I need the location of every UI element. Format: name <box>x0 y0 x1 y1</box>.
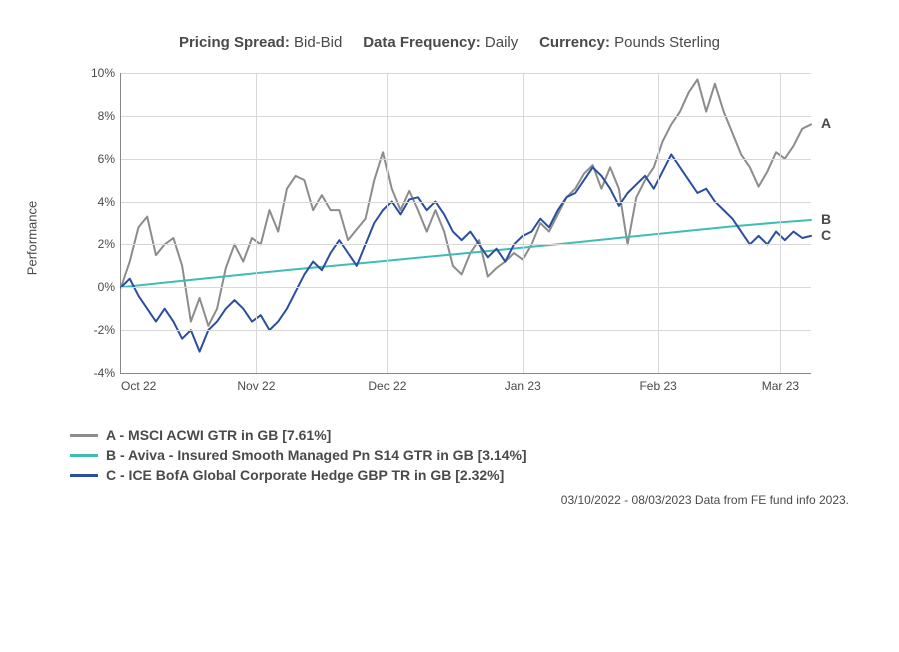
chart-zone: Performance -4%-2%0%2%4%6%8%10%Oct 22Nov… <box>40 63 860 413</box>
currency-label: Currency: <box>539 34 610 51</box>
gridline-horizontal <box>121 159 811 160</box>
gridline-horizontal <box>121 202 811 203</box>
x-tick-label: Jan 23 <box>505 379 541 393</box>
legend-swatch <box>70 434 98 437</box>
y-tick-label: -2% <box>94 323 115 337</box>
y-tick-label: 0% <box>98 280 115 294</box>
x-tick-label: Nov 22 <box>237 379 275 393</box>
series-lines <box>121 73 811 373</box>
currency-value: Pounds Sterling <box>614 34 720 51</box>
legend-swatch <box>70 474 98 477</box>
gridline-vertical <box>523 73 524 373</box>
legend-text: A - MSCI ACWI GTR in GB [7.61%] <box>106 427 331 443</box>
data-frequency-value: Daily <box>485 34 518 51</box>
x-tick-label: Dec 22 <box>368 379 406 393</box>
pricing-spread-label: Pricing Spread: <box>179 34 290 51</box>
y-tick-label: -4% <box>94 366 115 380</box>
legend-text: B - Aviva - Insured Smooth Managed Pn S1… <box>106 447 527 463</box>
legend-text: C - ICE BofA Global Corporate Hedge GBP … <box>106 467 504 483</box>
series-line-b <box>121 220 811 287</box>
plot-area: -4%-2%0%2%4%6%8%10%Oct 22Nov 22Dec 22Jan… <box>120 73 811 374</box>
gridline-vertical <box>658 73 659 373</box>
x-tick-label: Feb 23 <box>639 379 676 393</box>
gridline-horizontal <box>121 116 811 117</box>
gridline-vertical <box>387 73 388 373</box>
y-tick-label: 2% <box>98 237 115 251</box>
series-end-label-a: A <box>821 115 831 131</box>
gridline-horizontal <box>121 287 811 288</box>
legend-row: C - ICE BofA Global Corporate Hedge GBP … <box>70 467 859 483</box>
series-end-label-c: C <box>821 227 831 243</box>
gridline-horizontal <box>121 330 811 331</box>
chart-container: Pricing Spread: Bid-Bid Data Frequency: … <box>0 0 899 652</box>
legend-row: A - MSCI ACWI GTR in GB [7.61%] <box>70 427 859 443</box>
data-source-note: 03/10/2022 - 08/03/2023 Data from FE fun… <box>561 493 849 507</box>
gridline-horizontal <box>121 73 811 74</box>
series-end-label-b: B <box>821 211 831 227</box>
pricing-spread-value: Bid-Bid <box>294 34 342 51</box>
gridline-vertical <box>256 73 257 373</box>
y-tick-label: 4% <box>98 195 115 209</box>
x-tick-label: Oct 22 <box>121 379 156 393</box>
data-frequency-label: Data Frequency: <box>363 34 481 51</box>
y-tick-label: 10% <box>91 66 115 80</box>
legend-swatch <box>70 454 98 457</box>
legend-row: B - Aviva - Insured Smooth Managed Pn S1… <box>70 447 859 463</box>
y-axis-label: Performance <box>25 201 40 275</box>
gridline-horizontal <box>121 244 811 245</box>
legend: A - MSCI ACWI GTR in GB [7.61%] B - Aviva… <box>70 427 859 483</box>
gridline-vertical <box>780 73 781 373</box>
y-tick-label: 6% <box>98 152 115 166</box>
y-tick-label: 8% <box>98 109 115 123</box>
x-tick-label: Mar 23 <box>762 379 799 393</box>
chart-metadata-line: Pricing Spread: Bid-Bid Data Frequency: … <box>40 34 859 51</box>
